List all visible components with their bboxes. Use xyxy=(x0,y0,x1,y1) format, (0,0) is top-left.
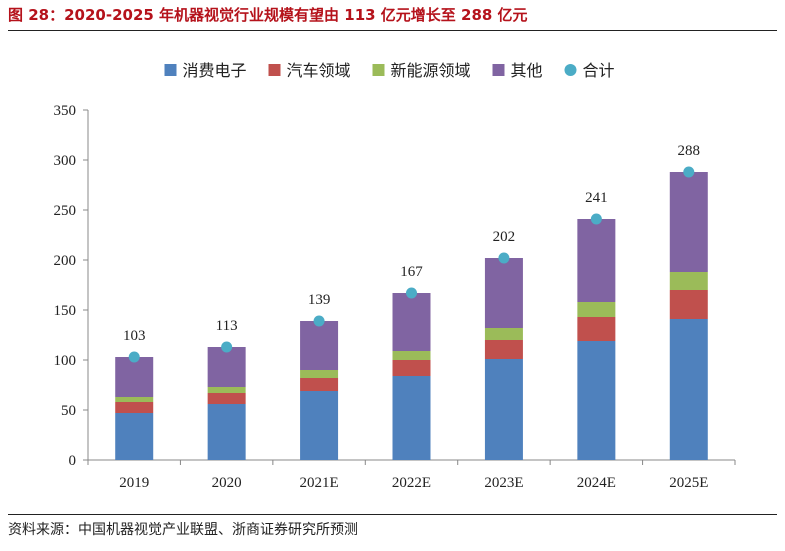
bar-segment-consumer-electronics xyxy=(392,376,431,460)
y-tick-label: 300 xyxy=(54,153,77,169)
y-tick-label: 150 xyxy=(54,303,77,319)
bar-segment-new-energy xyxy=(577,302,616,317)
total-marker xyxy=(498,252,510,264)
x-tick-label: 2024E xyxy=(577,475,616,491)
x-tick-label: 2023E xyxy=(484,475,523,491)
total-marker xyxy=(313,315,325,327)
bar-segment-automotive xyxy=(115,402,154,413)
bar-segment-automotive xyxy=(577,317,616,341)
bar-segment-consumer-electronics xyxy=(669,319,708,460)
total-marker xyxy=(590,213,602,225)
y-tick-label: 250 xyxy=(54,203,77,219)
bar-segment-other xyxy=(115,357,154,397)
bar-segment-consumer-electronics xyxy=(484,359,523,460)
legend-label: 合计 xyxy=(583,61,615,80)
y-tick-label: 350 xyxy=(54,103,77,119)
bar-segment-new-energy xyxy=(669,272,708,290)
bar-segment-consumer-electronics xyxy=(207,404,246,460)
x-tick-label: 2021E xyxy=(299,475,338,491)
legend-label: 消费电子 xyxy=(183,61,247,80)
bar-segment-new-energy xyxy=(207,387,246,393)
legend-label: 新能源领域 xyxy=(391,61,471,80)
legend-label: 其他 xyxy=(511,61,543,80)
chart-title: 图 28：2020-2025 年机器视觉行业规模有望由 113 亿元增长至 28… xyxy=(8,6,528,24)
legend-swatch xyxy=(492,64,505,76)
bar-segment-other xyxy=(392,293,431,351)
bar-segment-consumer-electronics xyxy=(115,413,154,460)
source-note: 资料来源：中国机器视觉产业联盟、浙商证券研究所预测 xyxy=(8,522,358,538)
bar-segment-automotive xyxy=(484,340,523,359)
total-data-label: 139 xyxy=(308,292,331,308)
y-tick-label: 50 xyxy=(61,403,76,419)
bar-segment-other xyxy=(577,219,616,302)
total-marker xyxy=(221,341,233,353)
bar-segment-other xyxy=(207,347,246,387)
total-data-label: 241 xyxy=(585,190,608,206)
total-data-label: 113 xyxy=(216,318,238,334)
bar-segment-automotive xyxy=(669,290,708,319)
bar-segment-consumer-electronics xyxy=(300,391,339,460)
total-data-label: 202 xyxy=(493,229,516,245)
bar-segment-automotive xyxy=(207,393,246,404)
total-data-label: 103 xyxy=(123,328,146,344)
legend-swatch xyxy=(164,64,177,76)
bar-segment-automotive xyxy=(300,378,339,391)
bar-segment-other xyxy=(484,258,523,328)
total-marker xyxy=(683,166,695,178)
x-tick-label: 2019 xyxy=(119,475,149,491)
x-tick-label: 2020 xyxy=(212,475,242,491)
legend-swatch xyxy=(372,64,385,76)
bottom-divider xyxy=(8,514,777,515)
bar-segment-new-energy xyxy=(484,328,523,340)
bar-segment-automotive xyxy=(392,360,431,376)
y-tick-label: 0 xyxy=(69,453,77,469)
bar-segment-other xyxy=(669,172,708,272)
bar-segment-other xyxy=(300,321,339,370)
top-divider xyxy=(8,30,777,31)
bar-segment-consumer-electronics xyxy=(577,341,616,460)
bar-segment-new-energy xyxy=(392,351,431,360)
total-data-label: 288 xyxy=(678,143,701,159)
legend-swatch xyxy=(268,64,281,76)
x-tick-label: 2022E xyxy=(392,475,431,491)
total-marker xyxy=(128,351,140,363)
legend-marker xyxy=(564,64,577,76)
x-tick-label: 2025E xyxy=(669,475,708,491)
bar-segment-new-energy xyxy=(115,397,154,402)
y-tick-label: 100 xyxy=(54,353,77,369)
bar-segment-new-energy xyxy=(300,370,339,378)
y-tick-label: 200 xyxy=(54,253,77,269)
total-marker xyxy=(406,287,417,299)
total-data-label: 167 xyxy=(400,264,423,280)
legend-label: 汽车领域 xyxy=(287,61,351,80)
